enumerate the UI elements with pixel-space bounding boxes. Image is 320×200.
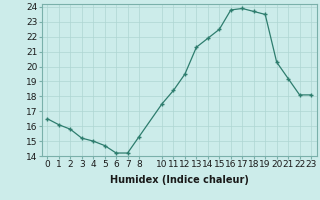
X-axis label: Humidex (Indice chaleur): Humidex (Indice chaleur) (110, 175, 249, 185)
